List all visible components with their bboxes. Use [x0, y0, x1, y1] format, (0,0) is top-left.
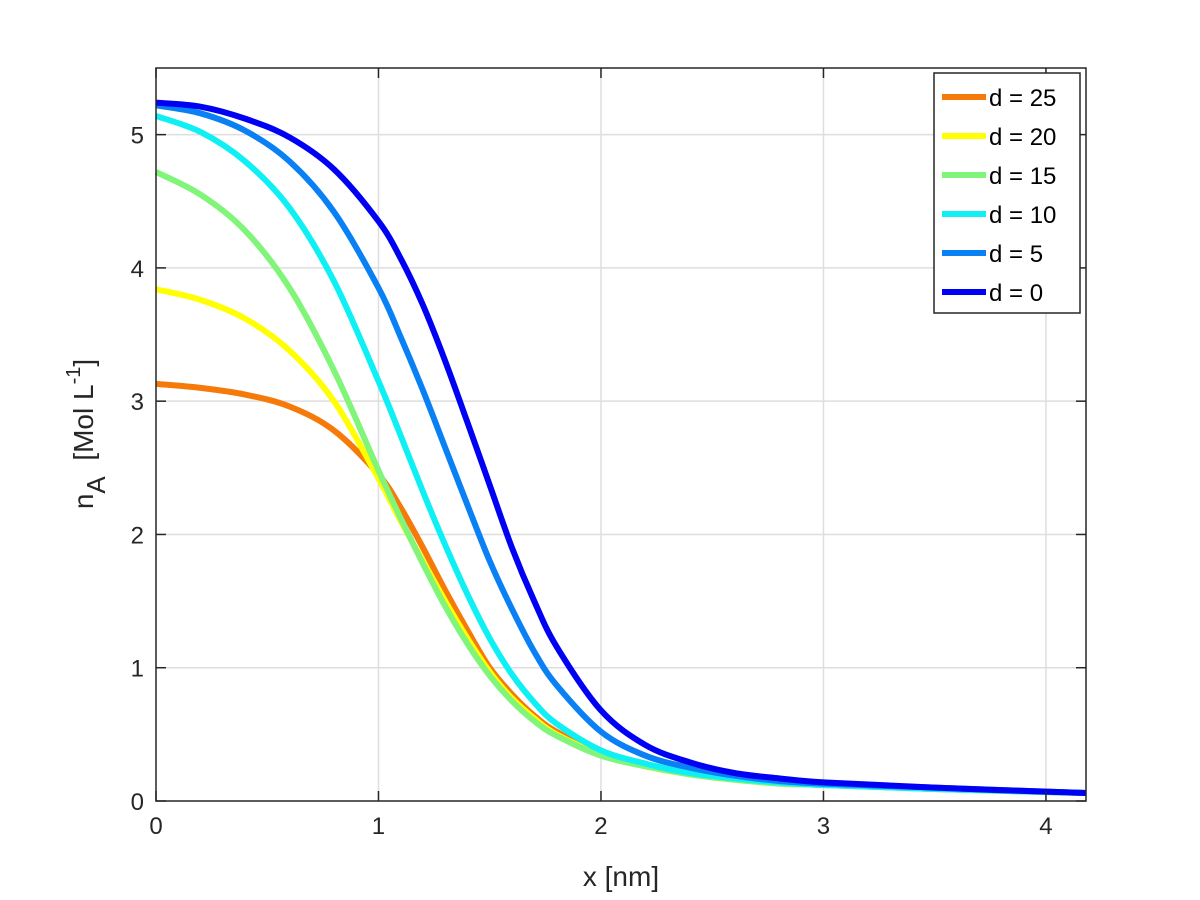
y-axis-label-subscript: A	[81, 476, 111, 494]
legend-box	[933, 72, 1081, 314]
x-tick-label: 1	[372, 813, 385, 840]
y-axis-label-superscript: -1	[63, 367, 85, 385]
x-tick-label: 2	[594, 813, 607, 840]
y-tick-label: 3	[131, 389, 144, 416]
legend-entry-label: d = 5	[989, 241, 1043, 268]
y-tick-label: 1	[131, 656, 144, 683]
x-tick-label: 0	[149, 813, 162, 840]
legend-entry-label: d = 0	[989, 280, 1043, 307]
axes-box	[155, 67, 1087, 802]
y-axis-label: nA [Mol L-1]	[63, 359, 111, 509]
grid-lines	[156, 68, 1086, 801]
y-tick-label: 2	[131, 522, 144, 549]
legend-entry-label: d = 25	[989, 85, 1056, 112]
legend-entry-label: d = 15	[989, 163, 1056, 190]
y-axis-label-base: n	[68, 494, 99, 510]
y-tick-label: 4	[131, 256, 144, 283]
x-tick-label: 3	[817, 813, 830, 840]
legend-entry-label: d = 10	[989, 202, 1056, 229]
y-axis-label-close: ]	[68, 359, 99, 367]
legend-entry-label: d = 20	[989, 124, 1056, 151]
y-tick-label: 0	[131, 789, 144, 816]
y-tick-label: 5	[131, 123, 144, 150]
data-series	[154, 99, 1087, 796]
x-tick-label: 4	[1039, 813, 1052, 840]
legend: d = 25 d = 20 d = 15 d = 10 d = 5 d = 0	[933, 72, 1081, 314]
y-axis-label-unit: [Mol L	[68, 384, 99, 476]
plot-area	[156, 68, 1086, 801]
x-axis-label: x [nm]	[583, 861, 659, 892]
series-line	[155, 99, 1087, 796]
